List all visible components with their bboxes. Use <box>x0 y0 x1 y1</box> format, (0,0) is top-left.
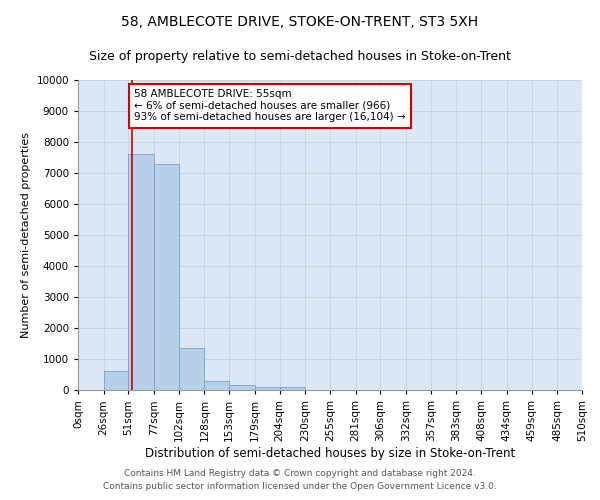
Text: Contains public sector information licensed under the Open Government Licence v3: Contains public sector information licen… <box>103 482 497 491</box>
Text: Contains HM Land Registry data © Crown copyright and database right 2024.: Contains HM Land Registry data © Crown c… <box>124 468 476 477</box>
Text: 58, AMBLECOTE DRIVE, STOKE-ON-TRENT, ST3 5XH: 58, AMBLECOTE DRIVE, STOKE-ON-TRENT, ST3… <box>121 15 479 29</box>
Bar <box>205 380 229 390</box>
Text: Size of property relative to semi-detached houses in Stoke-on-Trent: Size of property relative to semi-detach… <box>89 50 511 63</box>
X-axis label: Distribution of semi-detached houses by size in Stoke-on-Trent: Distribution of semi-detached houses by … <box>145 446 515 460</box>
Y-axis label: Number of semi-detached properties: Number of semi-detached properties <box>21 132 31 338</box>
Text: 58 AMBLECOTE DRIVE: 55sqm
← 6% of semi-detached houses are smaller (966)
93% of : 58 AMBLECOTE DRIVE: 55sqm ← 6% of semi-d… <box>134 90 406 122</box>
Bar <box>255 387 280 390</box>
Bar <box>128 154 154 390</box>
Bar <box>154 164 179 390</box>
Bar <box>104 372 128 390</box>
Bar <box>229 386 255 390</box>
Bar <box>179 348 205 390</box>
Bar <box>280 387 305 390</box>
